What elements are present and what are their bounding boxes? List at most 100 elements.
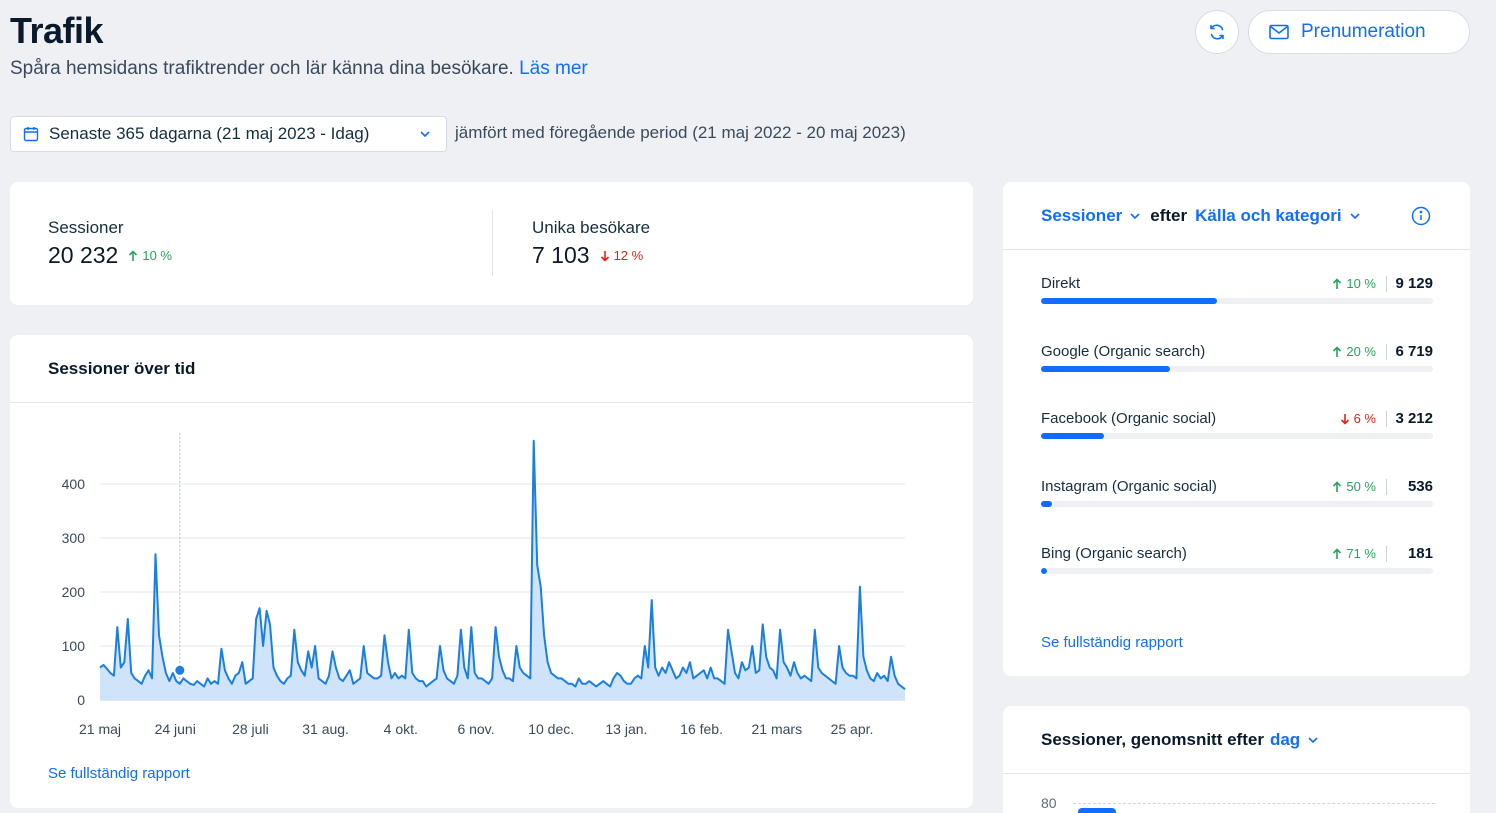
source-change: 6 % xyxy=(1340,411,1386,426)
sources-header: Sessioner efter Källa och kategori xyxy=(1041,206,1362,226)
dimension-label: Källa och kategori xyxy=(1195,206,1342,225)
source-progress-fill xyxy=(1041,433,1104,439)
source-progress-fill xyxy=(1041,366,1171,372)
source-row: Direkt 10 % 9 129 xyxy=(1041,275,1433,304)
metric-label: Sessioner xyxy=(1041,206,1123,225)
x-tick-label: 24 juni xyxy=(155,721,196,737)
arrow-up-icon xyxy=(1333,547,1342,559)
chart-report-link[interactable]: Se fullständig rapport xyxy=(48,765,190,782)
chevron-down-icon xyxy=(420,131,430,138)
learn-more-link[interactable]: Läs mer xyxy=(519,58,588,79)
series-line xyxy=(99,439,906,690)
separator xyxy=(1386,478,1387,495)
kpi-change-value: 12 % xyxy=(613,248,644,263)
x-tick-label: 6 nov. xyxy=(457,721,494,737)
y-tick-label: 200 xyxy=(62,584,86,600)
source-change: 20 % xyxy=(1332,344,1386,359)
source-name: Bing (Organic search) xyxy=(1041,545,1187,562)
page-subtitle: Spåra hemsidans trafiktrender och lär kä… xyxy=(10,58,588,80)
arrow-down-icon xyxy=(1340,413,1349,425)
day-dropdown[interactable]: dag xyxy=(1270,730,1320,750)
source-change-value: 10 % xyxy=(1346,276,1376,291)
y-tick-label: 400 xyxy=(62,476,86,492)
chevron-down-icon xyxy=(1308,737,1318,744)
kpi-divider xyxy=(492,210,493,276)
refresh-icon xyxy=(1210,24,1224,40)
sessions-chart[interactable]: 0 100 200 300 400 21 maj 24 juni 28 juli 31 aug.… xyxy=(10,415,973,755)
source-value: 536 xyxy=(1407,478,1433,495)
y-tick-label: 100 xyxy=(62,638,86,654)
source-progress-track xyxy=(1041,568,1433,574)
page-title: Trafik xyxy=(10,10,104,51)
source-value: 6 719 xyxy=(1395,343,1433,360)
page-subtitle-text: Spåra hemsidans trafiktrender och lär kä… xyxy=(10,58,514,79)
source-progress-track xyxy=(1041,433,1433,439)
kpi-change: 12 % xyxy=(600,248,644,263)
source-change: 10 % xyxy=(1332,276,1386,291)
info-icon[interactable] xyxy=(1411,206,1431,226)
source-progress-track xyxy=(1041,298,1433,304)
separator xyxy=(1386,545,1387,562)
source-change-value: 71 % xyxy=(1346,546,1376,561)
source-progress-fill xyxy=(1041,501,1052,507)
dimension-dropdown[interactable]: Källa och kategori xyxy=(1195,206,1361,226)
x-tick-label: 31 aug. xyxy=(302,721,349,737)
y-tick-label: 300 xyxy=(62,530,86,546)
kpi-change: 10 % xyxy=(128,248,172,263)
chevron-down-icon xyxy=(1130,213,1140,220)
source-change-value: 50 % xyxy=(1346,479,1376,494)
chevron-down-icon xyxy=(1349,213,1360,220)
x-tick-label: 4 okt. xyxy=(384,721,418,737)
source-value: 9 129 xyxy=(1395,275,1433,292)
refresh-button[interactable] xyxy=(1195,10,1239,54)
y-tick-label: 80 xyxy=(1041,795,1057,811)
divider xyxy=(10,402,973,403)
kpi-value: 7 103 xyxy=(532,242,590,268)
sources-report-link[interactable]: Se fullständig rapport xyxy=(1041,634,1183,651)
arrow-up-icon xyxy=(1333,480,1342,492)
date-range-select[interactable]: Senaste 365 dagarna (21 maj 2023 - Idag) xyxy=(10,116,447,152)
source-change-value: 6 % xyxy=(1353,411,1376,426)
arrow-up-icon xyxy=(1333,345,1342,357)
kpi-sessions: Sessioner 20 232 10 % xyxy=(48,218,172,269)
source-change: 50 % xyxy=(1332,479,1386,494)
source-progress-track xyxy=(1041,366,1433,372)
avg-by-day-header: Sessioner, genomsnitt efter dag xyxy=(1041,730,1320,750)
highlight-point xyxy=(175,665,185,675)
day-dropdown-label: dag xyxy=(1269,730,1301,749)
kpi-label: Unika besökare xyxy=(532,218,651,237)
metric-dropdown[interactable]: Sessioner xyxy=(1041,206,1142,226)
source-name: Facebook (Organic social) xyxy=(1041,410,1217,427)
x-tick-label: 21 maj xyxy=(79,721,121,737)
arrow-up-icon xyxy=(129,249,138,261)
date-range-value: Senaste 365 dagarna (21 maj 2023 - Idag) xyxy=(49,124,370,143)
source-change: 71 % xyxy=(1332,546,1386,561)
mail-icon xyxy=(1269,24,1289,40)
calendar-icon xyxy=(23,127,39,142)
x-tick-label: 28 juli xyxy=(232,721,269,737)
x-tick-label: 10 dec. xyxy=(528,721,574,737)
x-tick-label: 16 feb. xyxy=(680,721,723,737)
source-row: Instagram (Organic social) 50 % 536 xyxy=(1041,478,1433,507)
subscribe-button[interactable]: Prenumeration xyxy=(1248,10,1470,54)
sources-card: Sessioner efter Källa och kategori Direk… xyxy=(1003,182,1470,676)
source-name: Direkt xyxy=(1041,275,1081,292)
separator xyxy=(1386,410,1387,427)
by-label: efter xyxy=(1150,206,1188,225)
source-row: Google (Organic search) 20 % 6 719 xyxy=(1041,343,1433,372)
separator xyxy=(1386,343,1387,360)
x-tick-label: 13 jan. xyxy=(605,721,647,737)
subscribe-label: Prenumeration xyxy=(1301,21,1426,42)
y-tick-label: 0 xyxy=(77,692,85,708)
source-progress-fill xyxy=(1041,298,1218,304)
chart-title: Sessioner över tid xyxy=(48,359,196,378)
sessions-chart-card: Sessioner över tid 0 100 200 300 400 21 maj 24… xyxy=(10,335,973,808)
gridline xyxy=(1073,803,1435,804)
kpi-unique-visitors: Unika besökare 7 103 12 % xyxy=(532,218,650,269)
kpi-label: Sessioner xyxy=(48,218,124,237)
kpi-value: 20 232 xyxy=(48,242,119,268)
avg-by-day-card: Sessioner, genomsnitt efter dag 80 xyxy=(1003,706,1470,813)
source-row: Bing (Organic search) 71 % 181 xyxy=(1041,545,1433,574)
kpi-card: Sessioner 20 232 10 % Unika besökare 7 1… xyxy=(10,182,973,305)
x-tick-label: 25 apr. xyxy=(831,721,874,737)
